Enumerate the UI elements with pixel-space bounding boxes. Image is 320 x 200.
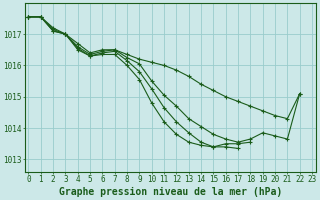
X-axis label: Graphe pression niveau de la mer (hPa): Graphe pression niveau de la mer (hPa)	[59, 187, 282, 197]
